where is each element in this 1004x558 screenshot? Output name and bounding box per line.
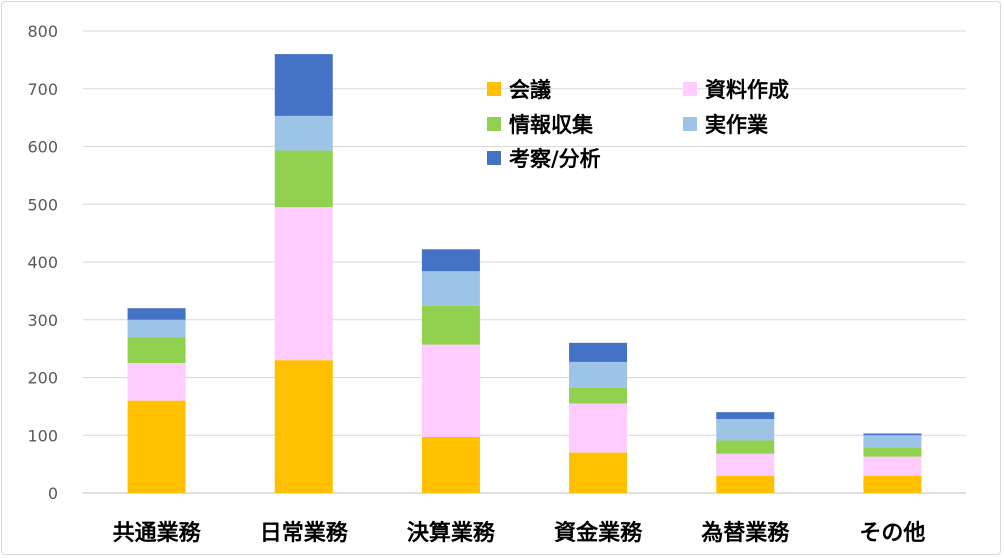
bar-segment: [716, 419, 775, 441]
bar-segment: [274, 115, 333, 151]
bar-segment: [127, 308, 186, 320]
bar-segment: [274, 360, 333, 493]
x-category-label: 資金業務: [554, 520, 643, 546]
y-tick-label: 0: [48, 484, 58, 503]
bar-segment: [421, 249, 480, 272]
legend-label: 実作業: [705, 113, 769, 137]
legend-label: 考察/分析: [509, 147, 601, 171]
bar-segment: [127, 400, 186, 493]
bar-segment: [127, 363, 186, 401]
y-tick-label: 100: [27, 426, 58, 445]
y-tick-label: 200: [27, 369, 58, 388]
bar-segment: [569, 387, 628, 404]
bar-segment: [863, 435, 922, 448]
legend-swatch: [683, 82, 697, 96]
bar-segment: [127, 337, 186, 364]
y-tick-label: 500: [27, 195, 58, 214]
x-category-label: 決算業務: [407, 520, 496, 546]
x-category-label: 共通業務: [113, 520, 202, 546]
bar-segment: [716, 453, 775, 476]
y-tick-label: 600: [27, 138, 58, 157]
legend-swatch: [487, 151, 501, 165]
bar-segment: [569, 361, 628, 388]
legend-swatch: [683, 117, 697, 131]
legend-label: 会議: [509, 78, 551, 102]
y-tick-label: 300: [27, 311, 58, 330]
bar-segment: [863, 447, 922, 457]
bar-segment: [569, 403, 628, 453]
bar-segment: [716, 440, 775, 454]
bar-segment: [274, 150, 333, 208]
y-tick-label: 700: [27, 80, 58, 99]
y-tick-label: 400: [27, 253, 58, 272]
bar-segment: [421, 271, 480, 306]
bar-segment: [421, 436, 480, 493]
bar-segment: [421, 305, 480, 345]
legend-label: 資料作成: [705, 78, 789, 102]
bar-segment: [274, 54, 333, 116]
x-category-label: その他: [859, 521, 925, 546]
bar-segment: [274, 207, 333, 361]
bar-segment: [421, 344, 480, 437]
legend-label: 情報収集: [509, 113, 594, 137]
y-tick-label: 800: [27, 22, 58, 41]
x-category-label: 為替業務: [701, 520, 790, 546]
bar-segment: [716, 475, 775, 493]
bar-segment: [863, 433, 922, 436]
bar-segment: [863, 456, 922, 476]
bar-segment: [716, 412, 775, 420]
bar-segment: [569, 452, 628, 493]
x-category-label: 日常業務: [260, 520, 349, 546]
legend-swatch: [487, 82, 501, 96]
legend-swatch: [487, 117, 501, 131]
bar-segment: [127, 319, 186, 338]
bar-segment: [863, 475, 922, 493]
bar-segment: [569, 342, 628, 362]
